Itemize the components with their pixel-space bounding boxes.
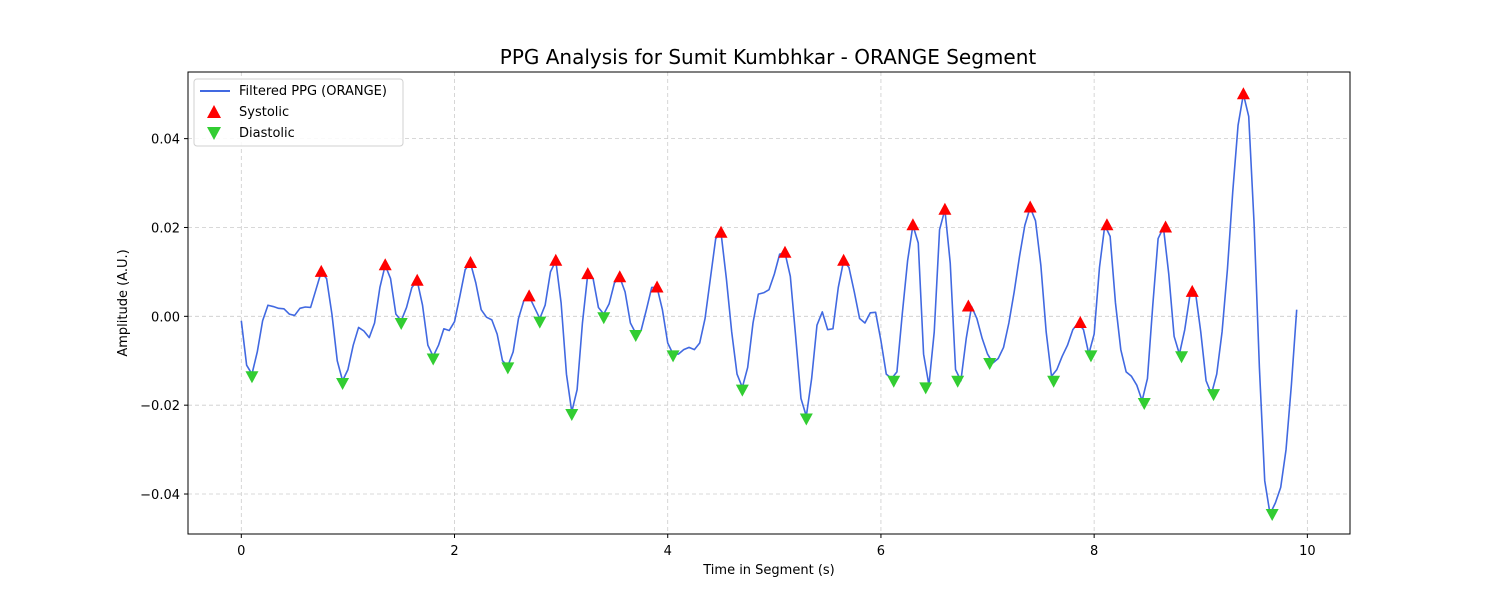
systolic-marker bbox=[778, 245, 792, 258]
grid-lines bbox=[188, 72, 1350, 534]
legend: Filtered PPG (ORANGE) Systolic Diastolic bbox=[193, 78, 404, 147]
diastolic-marker bbox=[951, 375, 965, 388]
diastolic-marker bbox=[1207, 389, 1221, 402]
legend-label-systolic: Systolic bbox=[239, 105, 289, 120]
x-tick-label: 2 bbox=[450, 544, 458, 559]
diastolic-marker bbox=[735, 384, 749, 397]
diastolic-marker bbox=[245, 371, 259, 384]
diastolic-marker bbox=[394, 317, 408, 330]
y-tick-label: 0.02 bbox=[151, 221, 180, 236]
diastolic-marker bbox=[597, 312, 611, 325]
diastolic-marker bbox=[799, 413, 813, 426]
systolic-marker bbox=[1023, 200, 1037, 213]
systolic-marker bbox=[837, 253, 851, 266]
diastolic-marker bbox=[336, 377, 350, 390]
x-tick-label: 0 bbox=[237, 544, 245, 559]
systolic-marker bbox=[906, 218, 920, 231]
diastolic-marker bbox=[1265, 509, 1279, 522]
systolic-marker bbox=[314, 264, 328, 277]
diastolic-marker bbox=[629, 329, 643, 342]
ppg-signal-line bbox=[240, 93, 1298, 515]
diastolic-marker bbox=[1047, 375, 1061, 388]
systolic-marker bbox=[549, 253, 563, 266]
systolic-marker bbox=[464, 256, 478, 269]
diastolic-marker bbox=[666, 350, 680, 363]
diastolic-marker bbox=[1137, 397, 1151, 410]
legend-label-diastolic: Diastolic bbox=[239, 126, 295, 141]
diastolic-marker bbox=[983, 357, 997, 370]
systolic-marker bbox=[522, 289, 536, 302]
systolic-marker bbox=[613, 270, 627, 283]
y-axis-label: Amplitude (A.U.) bbox=[116, 249, 131, 356]
systolic-marker bbox=[938, 202, 952, 215]
systolic-marker bbox=[1236, 87, 1250, 100]
systolic-marker bbox=[1100, 218, 1114, 231]
diastolic-marker bbox=[887, 375, 901, 388]
legend-label-filtered: Filtered PPG (ORANGE) bbox=[239, 84, 387, 99]
chart-title: PPG Analysis for Sumit Kumbhkar - ORANGE… bbox=[500, 45, 1037, 69]
plot-frame bbox=[187, 71, 1351, 535]
y-tick-label: 0.00 bbox=[151, 310, 180, 325]
legend-diastolic-swatch bbox=[207, 127, 221, 140]
systolic-marker bbox=[714, 225, 728, 238]
x-tick-label: 10 bbox=[1299, 544, 1316, 559]
systolic-marker bbox=[378, 258, 392, 271]
systolic-marker bbox=[1185, 284, 1199, 297]
systolic-marker bbox=[581, 267, 595, 280]
plot-area bbox=[240, 87, 1298, 522]
diastolic-marker bbox=[501, 362, 515, 375]
axis-ticks: 0 2 4 6 8 10 −0.04 −0.02 0.00 0.02 0.04 bbox=[140, 133, 1315, 559]
diastolic-marker bbox=[565, 409, 579, 422]
x-axis-label: Time in Segment (s) bbox=[702, 563, 834, 578]
diastolic-marker bbox=[1084, 350, 1098, 363]
y-tick-label: −0.04 bbox=[140, 488, 180, 503]
legend-box bbox=[193, 78, 404, 147]
x-tick-label: 8 bbox=[1090, 544, 1098, 559]
systolic-marker bbox=[961, 299, 975, 312]
systolic-marker bbox=[1073, 315, 1087, 328]
diastolic-marker bbox=[533, 316, 547, 329]
diastolic-marker bbox=[919, 382, 933, 395]
systolic-marker bbox=[650, 280, 664, 293]
legend-systolic-swatch bbox=[207, 105, 221, 118]
y-tick-label: −0.02 bbox=[140, 399, 180, 414]
diastolic-marker bbox=[426, 353, 440, 366]
y-tick-label: 0.04 bbox=[151, 133, 180, 148]
diastolic-marker bbox=[1175, 351, 1189, 364]
systolic-marker bbox=[410, 273, 424, 286]
x-tick-label: 4 bbox=[664, 544, 672, 559]
x-tick-label: 6 bbox=[877, 544, 885, 559]
systolic-marker bbox=[1159, 220, 1173, 233]
